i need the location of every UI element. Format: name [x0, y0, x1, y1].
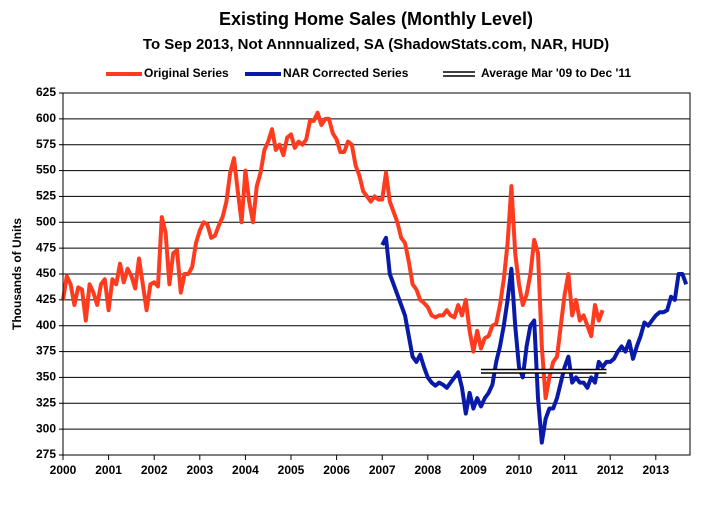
- series-line: [61, 110, 605, 401]
- y-axis-label: Thousands of Units: [10, 218, 24, 330]
- legend-label: NAR Corrected Series: [283, 66, 409, 80]
- y-tick-label: 525: [36, 189, 56, 203]
- x-tick-label: 2005: [278, 463, 305, 477]
- y-tick-label: 275: [36, 447, 56, 461]
- y-tick-label: 400: [36, 318, 56, 332]
- y-tick-label: 475: [36, 240, 56, 254]
- x-tick-label: 2010: [506, 463, 533, 477]
- chart-title: Existing Home Sales (Monthly Level): [219, 9, 533, 29]
- legend-label: Original Series: [144, 66, 229, 80]
- y-tick-label: 350: [36, 370, 56, 384]
- y-tick-label: 500: [36, 214, 56, 228]
- y-tick-label: 575: [36, 137, 56, 151]
- x-tick-label: 2003: [186, 463, 213, 477]
- y-tick-label: 600: [36, 111, 56, 125]
- series-line: [380, 235, 689, 445]
- x-tick-label: 2012: [597, 463, 624, 477]
- x-tick-label: 2013: [642, 463, 669, 477]
- y-tick-label: 300: [36, 421, 56, 435]
- y-tick-label: 625: [36, 85, 56, 99]
- y-tick-label: 325: [36, 395, 56, 409]
- x-tick-label: 2001: [95, 463, 122, 477]
- x-tick-label: 2002: [141, 463, 168, 477]
- plot-border: [62, 92, 691, 456]
- x-tick-label: 2004: [232, 463, 259, 477]
- x-tick-label: 2007: [369, 463, 396, 477]
- x-tick-label: 2011: [552, 463, 578, 477]
- legend-label: Average Mar '09 to Dec '11: [481, 66, 631, 80]
- y-tick-label: 425: [36, 292, 56, 306]
- x-tick-label: 2008: [414, 463, 441, 477]
- y-tick-label: 550: [36, 163, 56, 177]
- y-tick-label: 450: [36, 266, 56, 280]
- y-tick-label: 375: [36, 344, 56, 358]
- x-tick-label: 2000: [50, 463, 77, 477]
- chart-subtitle: To Sep 2013, Not Annnualized, SA (Shadow…: [143, 36, 609, 53]
- x-tick-label: 2009: [460, 463, 487, 477]
- x-tick-label: 2006: [323, 463, 350, 477]
